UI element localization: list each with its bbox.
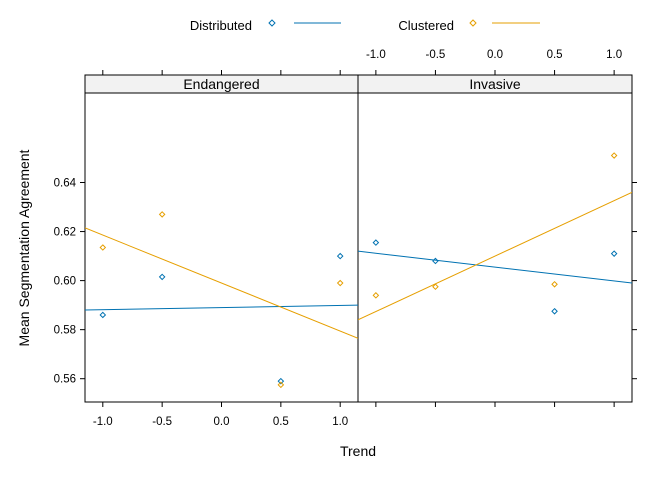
legend-marker-clustered [469, 19, 477, 27]
x-tick-label: -1.0 [93, 416, 113, 428]
strip-label-invasive: Invasive [469, 76, 521, 92]
point-invasive-distributed [372, 239, 380, 246]
point-invasive-distributed [551, 307, 558, 315]
x-axis-title: Trend [340, 443, 376, 459]
point-endangered-clustered [336, 279, 344, 287]
legend: Distributed Clustered [190, 18, 540, 33]
legend-label-distributed: Distributed [190, 18, 252, 33]
y-tick-label: 0.64 [54, 178, 77, 190]
point-endangered-clustered [277, 381, 285, 389]
fit-lines [85, 191, 632, 339]
point-invasive-clustered [551, 280, 558, 288]
x-tick-label: 0.0 [487, 49, 503, 61]
legend-marker-distributed [268, 19, 276, 27]
fit-line-invasive-clustered [358, 191, 632, 321]
x-tick-label: -1.0 [366, 49, 386, 61]
point-endangered-distributed [158, 273, 166, 281]
data-points [99, 152, 618, 389]
point-invasive-clustered [610, 152, 618, 159]
x-tick-label: 0.0 [214, 416, 230, 428]
panel-invasive-frame [357, 74, 633, 403]
y-tick-label: 0.62 [54, 227, 76, 239]
point-endangered-clustered [158, 211, 166, 218]
fit-line-endangered-clustered [85, 227, 358, 339]
y-axis-title: Mean Segmentation Agreement [16, 149, 32, 346]
point-endangered-distributed [336, 252, 344, 260]
x-tick-label: -0.5 [426, 49, 446, 61]
panel-endangered-frame [84, 74, 359, 403]
y-tick-label: 0.60 [54, 276, 76, 288]
fit-line-endangered-distributed [85, 304, 358, 311]
point-endangered-distributed [99, 311, 107, 319]
x-tick-label: 0.5 [547, 49, 563, 61]
point-invasive-clustered [372, 292, 380, 299]
point-endangered-distributed [277, 377, 285, 385]
point-endangered-clustered [99, 244, 107, 251]
x-tick-label: -0.5 [152, 416, 172, 428]
strip-label-endangered: Endangered [183, 76, 259, 92]
x-tick-label: 0.5 [273, 416, 289, 428]
legend-label-clustered: Clustered [398, 18, 454, 33]
axis-ticks: -1.0 -0.5 0.0 0.5 1.0 -1.0 -0.5 0.0 0.5 1.0 0.56 0.… [54, 49, 637, 428]
point-invasive-clustered [432, 283, 439, 291]
y-tick-label: 0.56 [54, 374, 76, 386]
fit-line-invasive-distributed [358, 250, 632, 284]
point-invasive-distributed [610, 250, 618, 257]
x-tick-label: 1.0 [606, 49, 622, 61]
x-tick-label: 1.0 [332, 416, 348, 428]
y-tick-label: 0.58 [54, 325, 76, 337]
point-invasive-distributed [432, 257, 439, 265]
